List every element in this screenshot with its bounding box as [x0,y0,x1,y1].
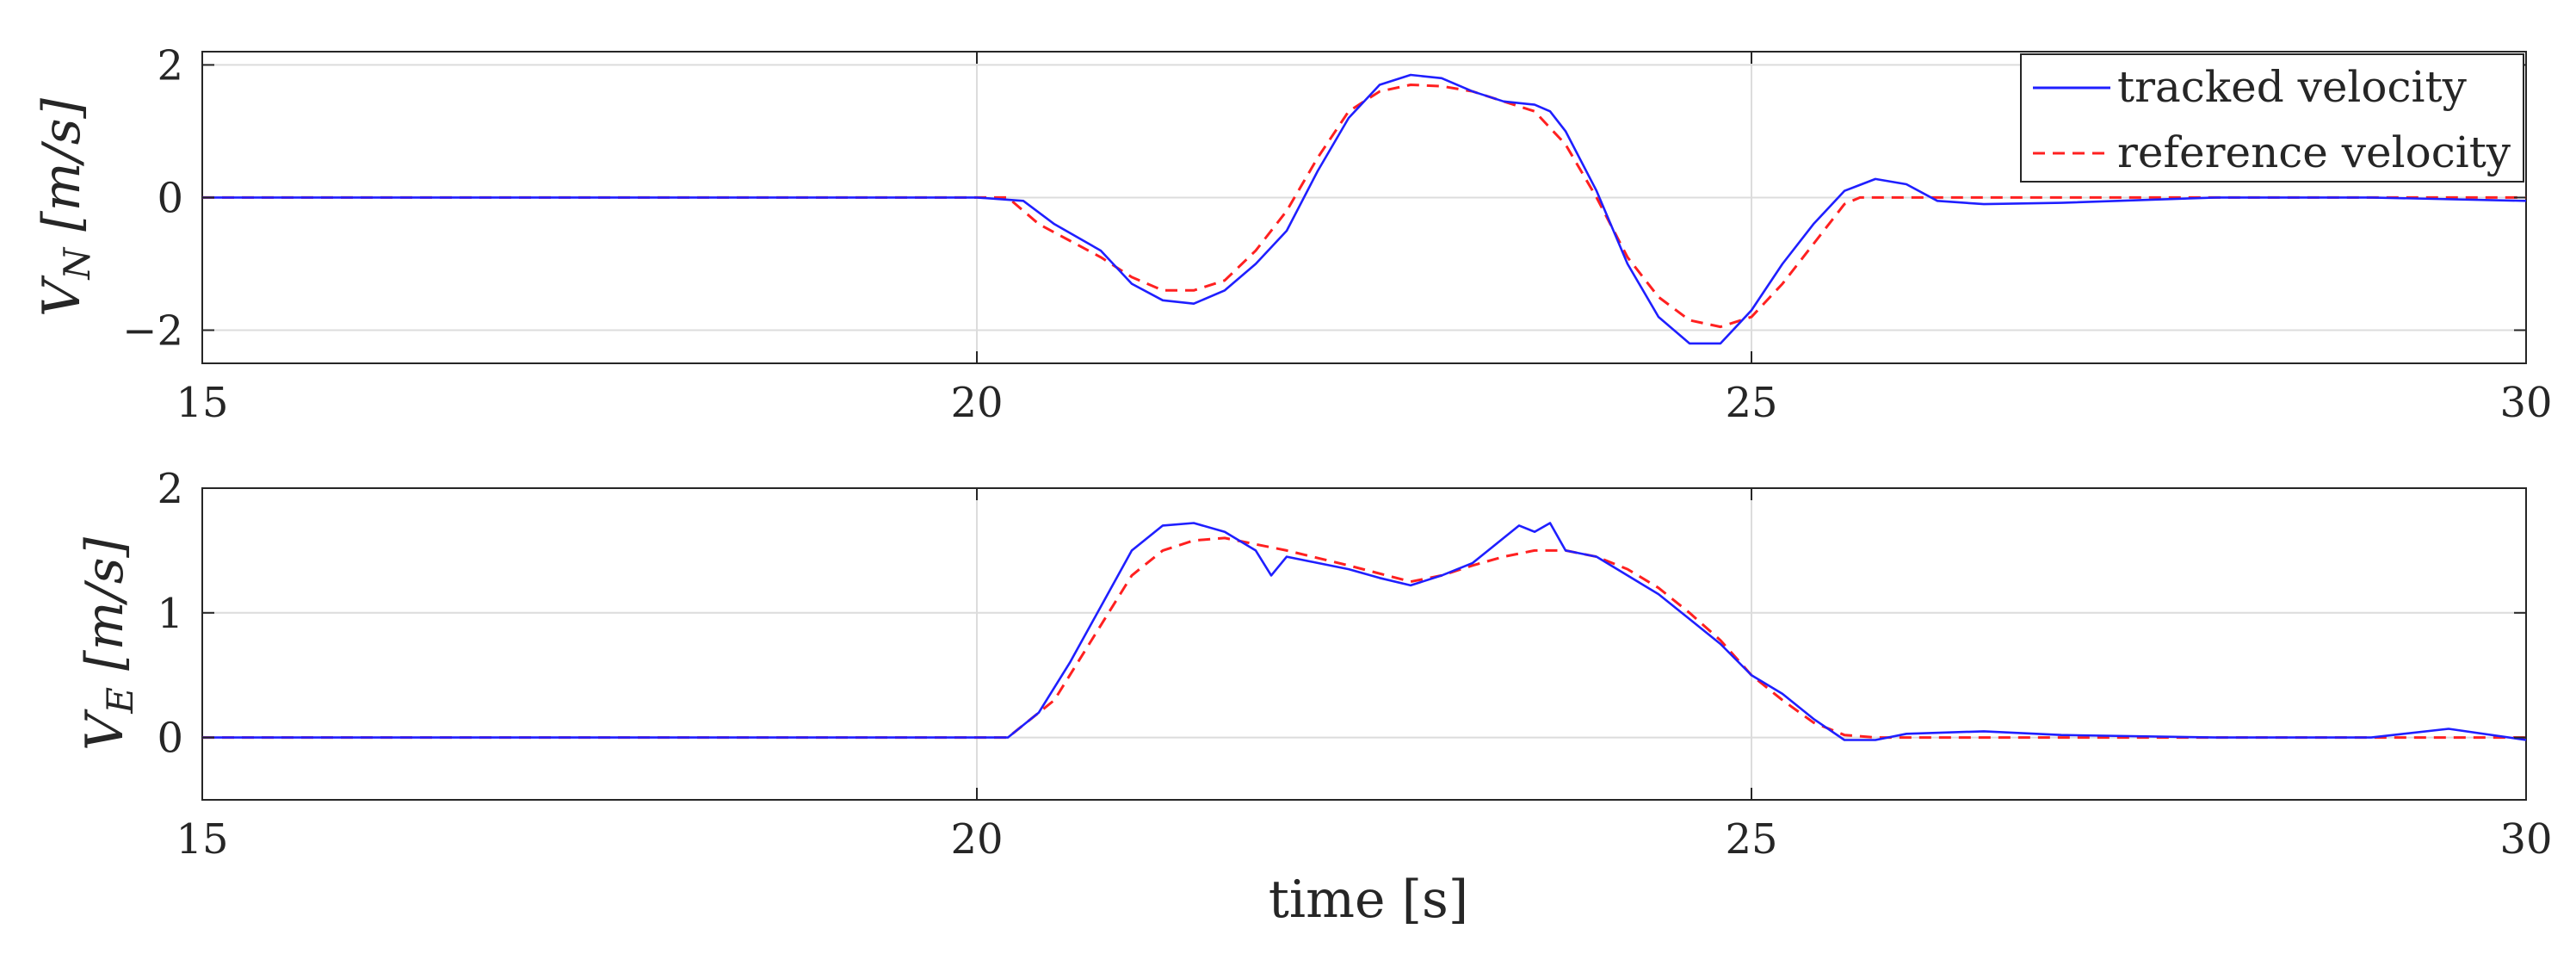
ve-ylabel-units: [m/s] [75,537,135,687]
legend-reference-label: reference velocity [2117,127,2511,177]
ve-xtick-label-15: 15 [176,815,228,864]
ve-ylabel-sub: E [99,687,141,715]
vn-xtick-label-30: 30 [2499,379,2552,427]
vn-series-group [202,73,2527,345]
vn-xtick-label-25: 25 [1725,379,1777,427]
ve-axes-box [201,487,2527,801]
vn-ylabel-sub: N [56,247,98,281]
x-axis-label: time [s] [1269,870,1468,930]
vn-ytick-label-2: 2 [157,41,183,90]
vn-ytick-label-0: 0 [157,174,183,222]
ve-reference-line [202,536,2526,740]
vn-xtick-label-15: 15 [176,379,228,427]
ve-panel: 15 20 25 30 0 1 2 VE [m/s] time [s] [75,465,2553,930]
legend: tracked velocity reference velocity [2020,53,2524,183]
vn-reference-line [202,84,2526,329]
ve-ytick-label-2: 2 [157,465,183,513]
legend-box [2020,53,2524,183]
vn-panel: 15 20 25 30 −2 0 2 VN [m/s] tracked velocity r… [32,41,2553,427]
ve-xtick-label-20: 20 [950,815,1003,864]
ve-xtick-label-30: 30 [2499,815,2552,864]
ve-xtick-label-25: 25 [1725,815,1777,864]
vn-ylabel: VN [m/s] [32,97,98,316]
ve-ticks: 15 20 25 30 0 1 2 [157,465,2552,864]
vn-tracked-line [202,73,2527,345]
ve-series-group [202,522,2527,741]
vn-ytick-label--2: −2 [122,307,183,355]
vn-axes-box [201,51,2527,364]
vn-ticks: 15 20 25 30 −2 0 2 [122,41,2552,427]
vn-ylabel-main: V [32,275,92,317]
ve-ytick-label-1: 1 [157,590,183,638]
vn-xtick-label-20: 20 [950,379,1003,427]
ve-grid [202,487,2526,800]
ve-ylabel: VE [m/s] [75,537,141,751]
ve-ytick-label-0: 0 [157,715,183,763]
vn-ylabel-units: [m/s] [32,97,92,247]
legend-tracked-label: tracked velocity [2117,62,2468,112]
ve-ylabel-main: V [75,709,135,751]
ve-tracked-line [202,522,2527,741]
